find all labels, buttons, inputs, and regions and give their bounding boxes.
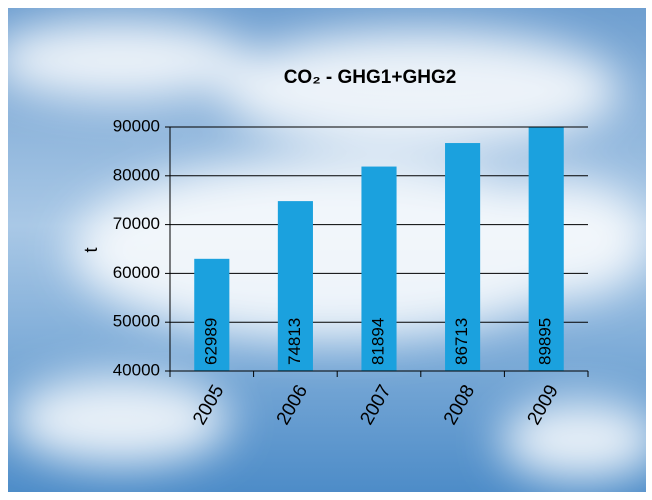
bar xyxy=(361,166,397,371)
bar xyxy=(528,127,564,372)
data-label: 86713 xyxy=(452,318,471,365)
data-label: 89895 xyxy=(536,318,555,365)
y-tick-label: 40000 xyxy=(113,360,160,379)
bar xyxy=(194,258,230,371)
y-axis-label: t xyxy=(81,247,101,252)
clouds xyxy=(0,20,652,480)
y-tick-label: 90000 xyxy=(113,116,160,135)
data-label: 81894 xyxy=(368,318,387,365)
y-tick-label: 70000 xyxy=(113,214,160,233)
data-label: 74813 xyxy=(285,318,304,365)
y-tick-label: 80000 xyxy=(113,165,160,184)
chart-title: CO₂ - GHG1+GHG2 xyxy=(284,67,457,88)
y-tick-label: 50000 xyxy=(113,312,160,331)
bar xyxy=(277,201,313,371)
bar xyxy=(445,143,481,371)
data-label: 62989 xyxy=(201,318,220,365)
y-tick-label: 60000 xyxy=(113,263,160,282)
